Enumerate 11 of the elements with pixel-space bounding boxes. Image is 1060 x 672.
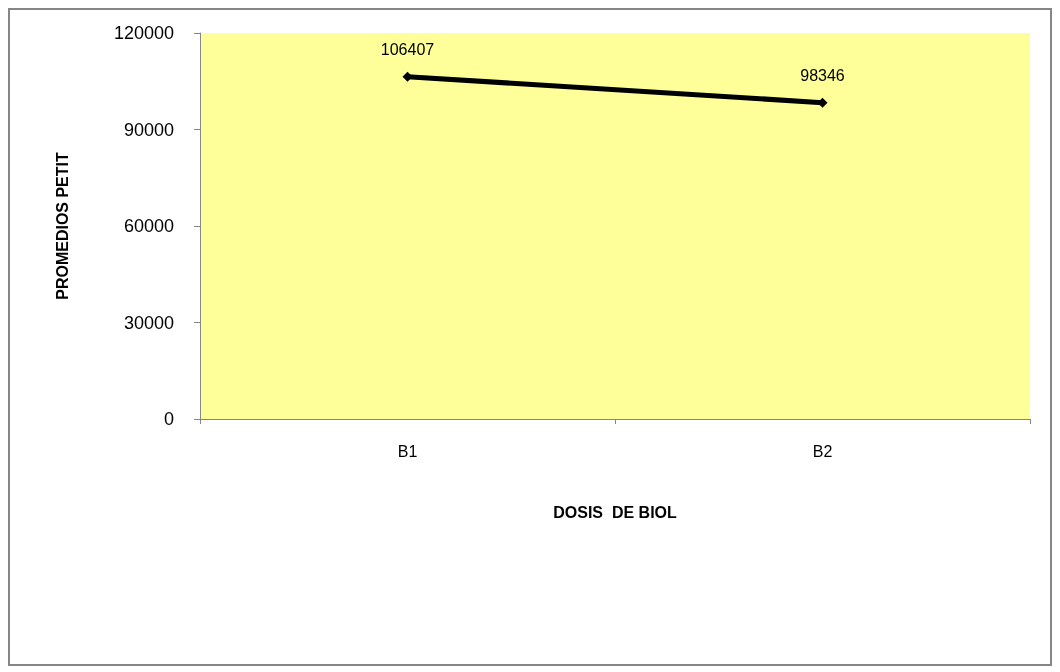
data-label: 106407 [380,41,435,59]
x-tick-label: B2 [812,442,833,460]
x-tick-label: B1 [397,442,418,460]
y-tick-label: 30000 [123,312,174,333]
y-tick-label: 120000 [113,23,174,43]
x-axis-title: DOSIS DE BIOL [553,503,678,521]
y-tick-label: 60000 [123,216,174,236]
y-tick-label: 90000 [123,119,174,140]
y-tick-label: 0 [163,409,174,429]
data-label: 98346 [800,67,845,85]
y-axis-title: PROMEDIOS PETIT [53,151,71,300]
